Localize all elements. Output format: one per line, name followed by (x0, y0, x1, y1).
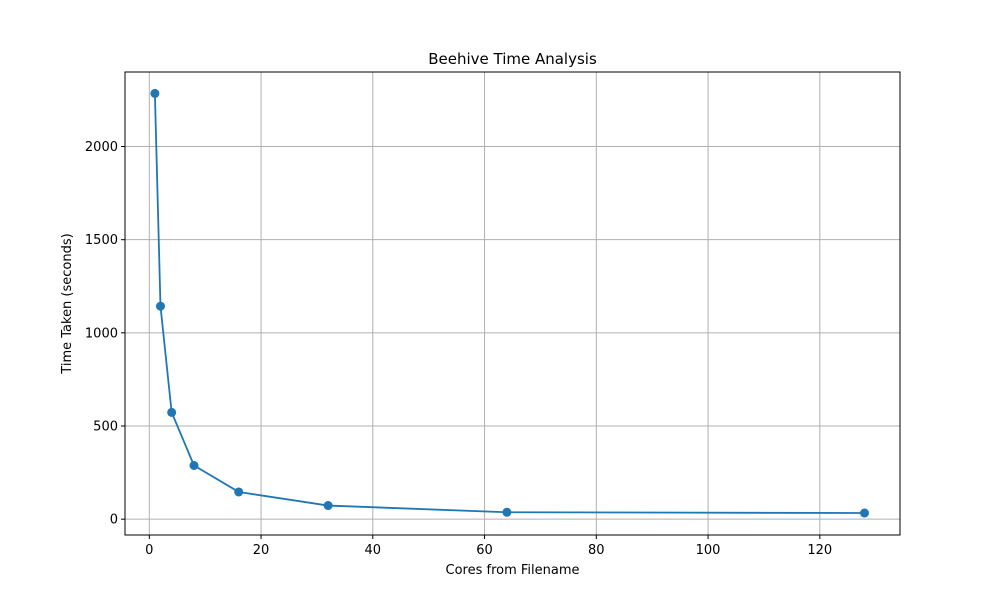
data-point (189, 461, 199, 471)
data-point (150, 88, 160, 98)
x-tick-label: 80 (588, 543, 605, 558)
x-tick-label: 120 (807, 543, 832, 558)
data-point (502, 507, 512, 517)
data-point (167, 407, 177, 417)
plot-frame (124, 71, 901, 536)
data-point (323, 501, 333, 511)
series-layer (150, 88, 870, 518)
series-line (153, 92, 866, 514)
y-tick-label: 2000 (85, 140, 118, 155)
x-tick-label: 0 (145, 543, 153, 558)
data-point (860, 508, 870, 518)
x-tick-label: 100 (696, 543, 721, 558)
x-tick-label: 60 (476, 543, 493, 558)
grid (125, 72, 900, 535)
y-tick-label: 0 (110, 513, 118, 528)
plot-area (125, 72, 900, 535)
y-tick-label: 1000 (85, 326, 118, 341)
chart-title: Beehive Time Analysis (428, 50, 597, 68)
data-point (155, 301, 165, 311)
x-axis-label: Cores from Filename (446, 563, 580, 578)
x-tick-label: 40 (365, 543, 382, 558)
y-axis-label: Time Taken (seconds) (60, 233, 75, 374)
x-tick-label: 20 (253, 543, 270, 558)
y-tick-label: 500 (93, 420, 118, 435)
tick-layer: 0 20 40 60 80 100 120 0 500 1000 1500 2000 (85, 140, 832, 558)
y-tick-label: 1500 (85, 233, 118, 248)
data-point (234, 487, 244, 497)
